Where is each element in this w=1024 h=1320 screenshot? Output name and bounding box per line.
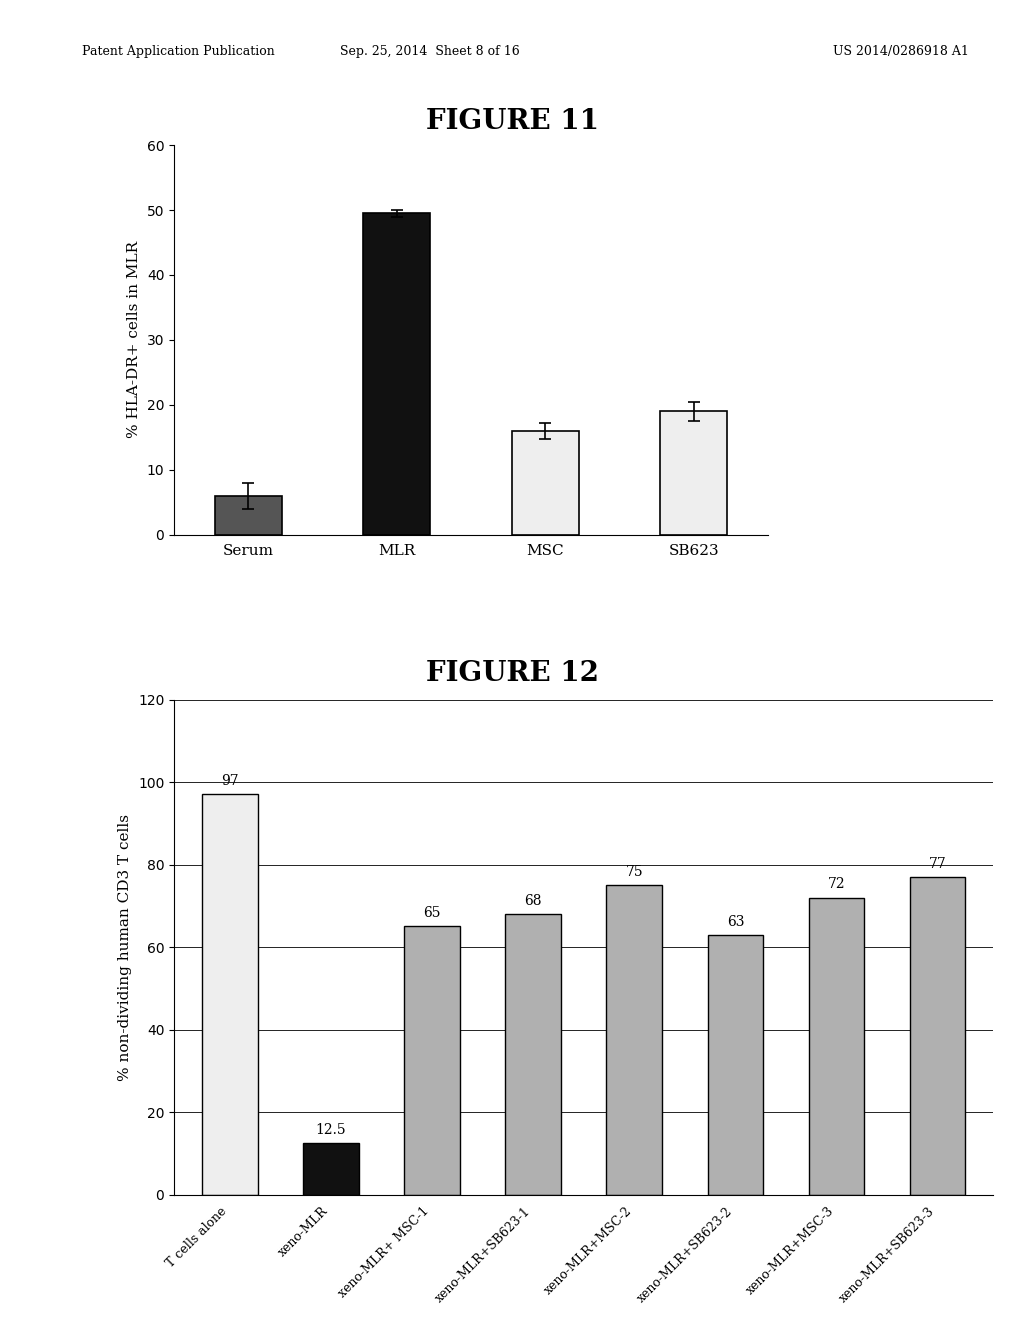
Bar (404, 927, 460, 1195)
Text: Patent Application Publication: Patent Application Publication (82, 45, 274, 58)
Bar (809, 898, 864, 1195)
Bar (606, 886, 663, 1195)
Bar (505, 913, 561, 1195)
Bar (202, 795, 257, 1195)
Text: 63: 63 (727, 915, 744, 928)
Text: 68: 68 (524, 894, 542, 908)
Text: FIGURE 11: FIGURE 11 (426, 108, 598, 135)
Text: FIGURE 12: FIGURE 12 (426, 660, 598, 686)
Bar (512, 430, 579, 535)
Text: 77: 77 (929, 857, 946, 871)
Y-axis label: % non-dividing human CD3 T cells: % non-dividing human CD3 T cells (119, 813, 132, 1081)
Bar (910, 876, 966, 1195)
Bar (660, 412, 727, 535)
Bar (708, 935, 763, 1195)
Bar (303, 1143, 358, 1195)
Text: 97: 97 (221, 775, 239, 788)
Text: 12.5: 12.5 (315, 1123, 346, 1137)
Y-axis label: % HLA-DR+ cells in MLR: % HLA-DR+ cells in MLR (127, 242, 141, 438)
Text: 75: 75 (626, 865, 643, 879)
Bar (364, 214, 430, 535)
Bar (215, 496, 282, 535)
Text: 65: 65 (423, 907, 440, 920)
Text: Sep. 25, 2014  Sheet 8 of 16: Sep. 25, 2014 Sheet 8 of 16 (340, 45, 520, 58)
Text: 72: 72 (827, 878, 846, 891)
Text: US 2014/0286918 A1: US 2014/0286918 A1 (834, 45, 969, 58)
